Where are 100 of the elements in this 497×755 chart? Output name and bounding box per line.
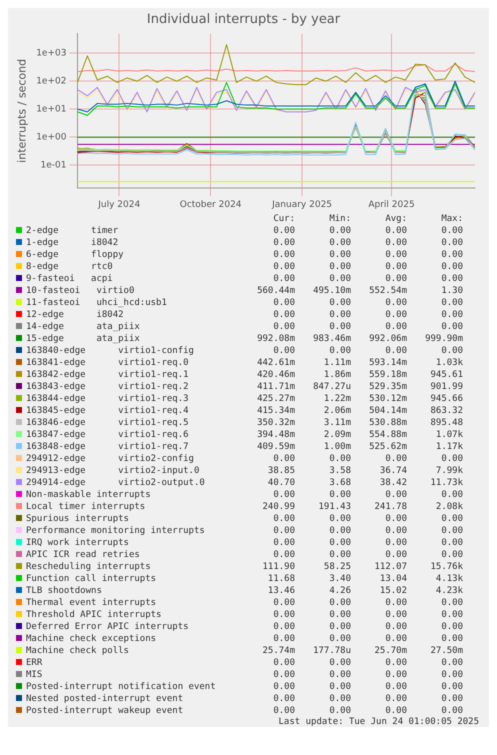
text: 0.00 <box>440 693 464 705</box>
text: 0.00 <box>384 525 408 537</box>
y-axis-title: interrupts / second <box>15 58 28 163</box>
text: 0.00 <box>272 525 296 537</box>
text: Last update: Tue Jun 24 01:00:05 2025 <box>278 717 480 727</box>
legend-label: 294912-edge virtio2-config <box>26 453 195 465</box>
text: 0.00 <box>272 345 296 357</box>
text: 0.00 <box>440 237 464 249</box>
text: 0.00 <box>328 249 352 261</box>
text: 13.04 <box>378 573 408 585</box>
text: 525.62m <box>368 441 408 453</box>
text: 0.00 <box>328 237 352 249</box>
text: 0.00 <box>272 321 296 333</box>
text: 4.13k <box>434 573 464 585</box>
text: 0.00 <box>440 657 464 669</box>
text: 0.00 <box>272 705 296 717</box>
text: 0.00 <box>384 621 408 633</box>
text: 0.00 <box>272 249 296 261</box>
text: 0.00 <box>384 693 408 705</box>
text: 0.00 <box>272 297 296 309</box>
text: 0.00 <box>384 261 408 273</box>
text: 111.90 <box>261 561 296 573</box>
text: 0.00 <box>328 273 352 285</box>
x-tick-label: July 2024 <box>97 200 140 210</box>
text: 0.00 <box>272 669 296 681</box>
text: 0.00 <box>384 669 408 681</box>
text: 0.00 <box>440 549 464 561</box>
text: 0.00 <box>328 597 352 609</box>
chart-title: Individual interrupts - by year <box>146 12 341 28</box>
text: 4.26 <box>328 585 352 597</box>
text: 0.00 <box>272 513 296 525</box>
legend-label: 294914-edge virtio2-output.0 <box>26 477 206 489</box>
legend-label: 163845-edge virtio1-req.4 <box>26 405 190 417</box>
text: 1.00m <box>322 441 352 453</box>
text: 442.61m <box>256 357 296 369</box>
text: Cur: <box>272 213 296 225</box>
legend-label: 294913-edge virtio2-input.0 <box>26 465 200 477</box>
text: 0.00 <box>272 237 296 249</box>
text: 0.00 <box>328 669 352 681</box>
text: 0.00 <box>440 453 464 465</box>
x-tick-label: April 2025 <box>368 200 415 210</box>
text: 2.08k <box>434 501 464 513</box>
legend-label: Deferred Error APIC interrupts <box>26 621 190 633</box>
legend-label: 14-edge ata_piix <box>26 321 141 333</box>
text: 895.48 <box>429 417 464 429</box>
text: 0.00 <box>328 549 352 561</box>
legend-label: 9-fasteoi acpi <box>26 273 114 285</box>
legend-label: 11-fasteoi uhci_hcd:usb1 <box>26 297 168 309</box>
text: 1.03k <box>434 357 464 369</box>
text: 40.70 <box>266 477 296 489</box>
text: 409.59m <box>256 441 296 453</box>
x-tick-label: October 2024 <box>180 200 242 210</box>
text: 11.68 <box>266 573 296 585</box>
text: 0.00 <box>328 321 352 333</box>
legend-label: 1-edge i8042 <box>26 237 120 249</box>
text: 0.00 <box>328 537 352 549</box>
text: 0.00 <box>440 705 464 717</box>
legend-label: Non-maskable interrupts <box>26 489 152 501</box>
text: 1.22m <box>322 393 352 405</box>
text: 0.00 <box>328 297 352 309</box>
legend-label: Machine check polls <box>26 645 130 657</box>
text: 0.00 <box>272 309 296 321</box>
text: 0.00 <box>328 489 352 501</box>
text: 0.00 <box>328 345 352 357</box>
text: 25.74m <box>261 645 296 657</box>
text: 945.66 <box>429 393 464 405</box>
text: 0.00 <box>384 309 408 321</box>
text: 0.00 <box>384 597 408 609</box>
legend-label: 15-edge ata_piix <box>26 333 141 345</box>
text: Avg: <box>384 213 408 225</box>
text: 15.02 <box>378 585 408 597</box>
text: 0.00 <box>384 225 408 237</box>
legend-label: Posted-interrupt notification event <box>26 681 217 693</box>
text: 25.70m <box>373 645 408 657</box>
text: 1.30 <box>440 285 464 297</box>
text: 0.00 <box>440 597 464 609</box>
text: 0.00 <box>328 693 352 705</box>
text: 3.40 <box>328 573 352 585</box>
text: 0.00 <box>272 597 296 609</box>
legend-label: Thermal event interrupts <box>26 597 158 609</box>
text: 0.00 <box>328 513 352 525</box>
text: 0.00 <box>384 705 408 717</box>
text: 1.11m <box>322 357 352 369</box>
text: 999.90m <box>424 333 464 345</box>
text: 0.00 <box>384 321 408 333</box>
legend-label: APIC ICR read retries <box>26 549 141 561</box>
text: 552.54m <box>368 285 408 297</box>
text: 0.00 <box>384 237 408 249</box>
text: 27.50m <box>429 645 464 657</box>
text: 3.68 <box>328 477 352 489</box>
text: 992.06m <box>368 333 408 345</box>
text: 0.00 <box>272 225 296 237</box>
text: 593.14m <box>368 357 408 369</box>
text: 0.00 <box>384 609 408 621</box>
y-tick-label: 1e-01 <box>40 160 66 170</box>
text: 11.73k <box>429 477 464 489</box>
text: 504.14m <box>368 405 408 417</box>
text: 4.23k <box>434 585 464 597</box>
text: 13.46 <box>266 585 296 597</box>
legend-label: Function call interrupts <box>26 573 158 585</box>
